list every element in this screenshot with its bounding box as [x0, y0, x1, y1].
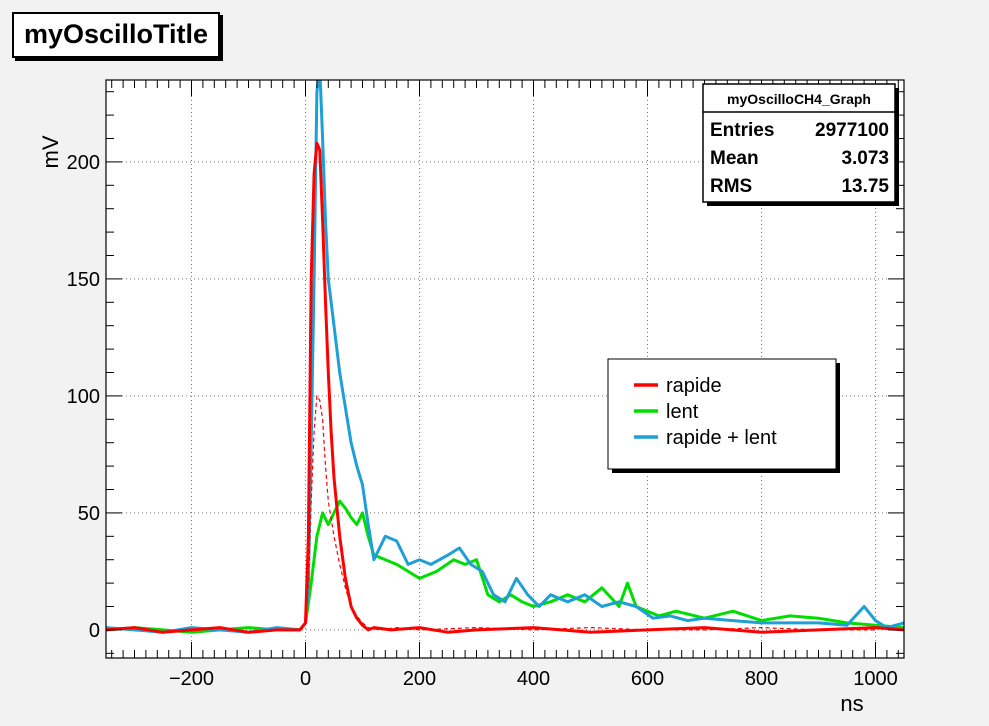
plot-frame — [105, 79, 905, 659]
y-tick-label: 50 — [78, 503, 100, 525]
stats-box: myOscilloCH4_Graph Entries 2977100 Mean … — [702, 83, 899, 206]
stats-rms-value: 13.75 — [841, 176, 889, 197]
legend-label-rapide: rapide — [666, 375, 722, 397]
x-tick-label: 800 — [745, 668, 778, 690]
x-tick-label: −200 — [169, 668, 214, 690]
stats-box-frame — [702, 83, 896, 203]
legend-frame — [607, 358, 837, 470]
series-line-rapide-dashed- — [293, 395, 876, 631]
plot-title: myOscilloTitle — [12, 12, 221, 58]
stats-rms-label: RMS — [710, 176, 752, 197]
x-axis-label: ns — [840, 691, 863, 716]
legend-label-lent: lent — [666, 401, 699, 423]
y-tick-label: 200 — [67, 152, 100, 174]
legend: rapide lent rapide + lent — [607, 358, 840, 473]
y-tick-label: 0 — [89, 620, 100, 642]
series-line-rapide-lent — [106, 80, 904, 634]
stats-title: myOscilloCH4_Graph — [727, 91, 871, 107]
legend-label-rapide-lent: rapide + lent — [666, 427, 777, 449]
x-tick-label: 200 — [403, 668, 436, 690]
axes: −200 0 200 400 600 800 1000 0 50 100 150 200 — [67, 79, 905, 690]
y-tick-label: 100 — [67, 386, 100, 408]
x-tick-label: 0 — [300, 668, 311, 690]
stats-mean-value: 3.073 — [841, 148, 889, 169]
stats-entries-value: 2977100 — [815, 120, 889, 141]
x-tick-label: 1000 — [853, 668, 898, 690]
series-group — [106, 80, 904, 634]
stats-mean-label: Mean — [710, 148, 759, 169]
y-tick-label: 150 — [67, 269, 100, 291]
stats-entries-label: Entries — [710, 120, 774, 141]
x-tick-label: 400 — [517, 668, 550, 690]
series-line-rapide — [106, 141, 904, 634]
y-axis-label: mV — [38, 135, 63, 168]
x-tick-label: 600 — [631, 668, 664, 690]
